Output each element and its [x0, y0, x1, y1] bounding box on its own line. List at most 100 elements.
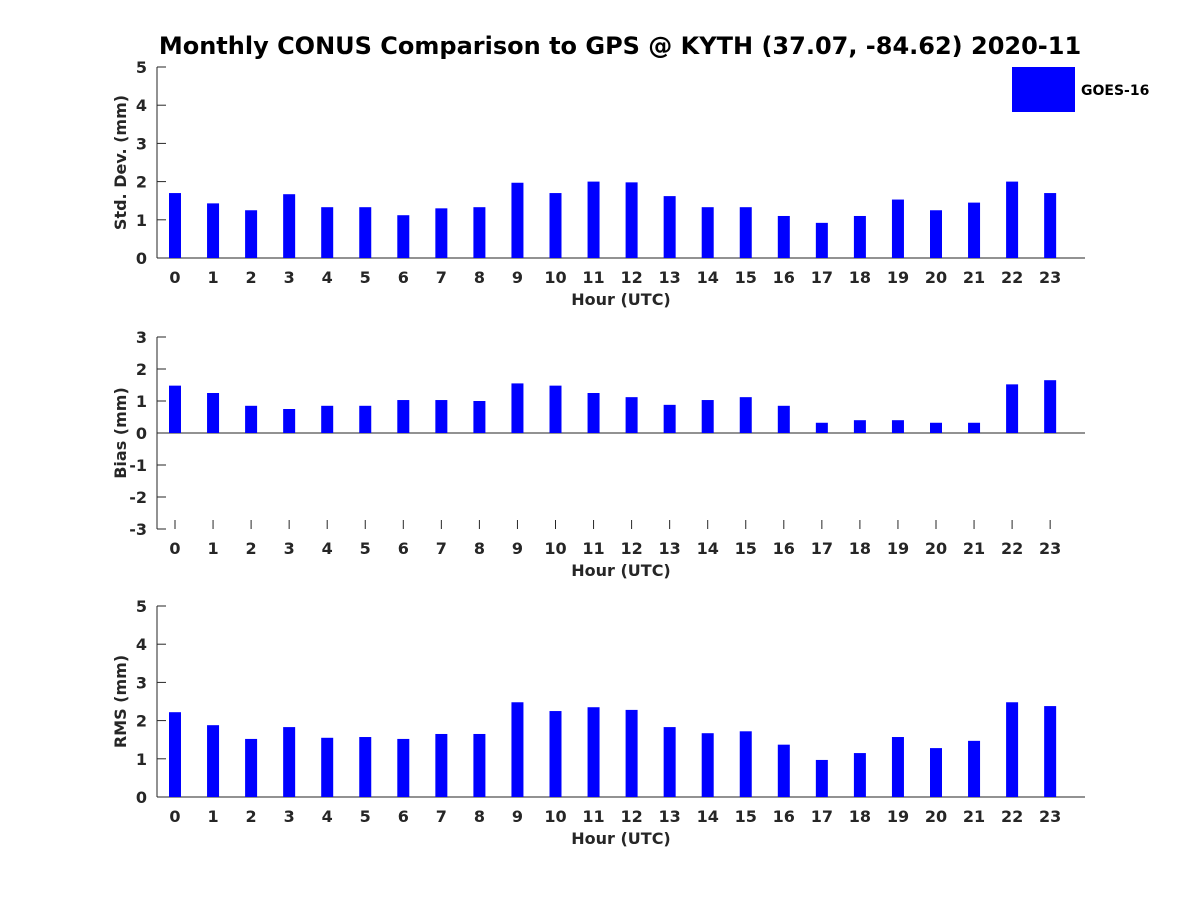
bar-hour-19: [891, 737, 904, 797]
y-tick-label: 5: [136, 597, 147, 616]
x-tick-label: 0: [169, 807, 180, 826]
chart-title: Monthly CONUS Comparison to GPS @ KYTH (…: [159, 32, 1081, 60]
x-tick-label: 3: [284, 539, 295, 558]
x-axis-label: Hour (UTC): [571, 561, 671, 580]
x-tick-label: 12: [620, 539, 642, 558]
y-tick-label: 0: [136, 788, 147, 807]
x-tick-label: 16: [773, 268, 795, 287]
bar-hour-9: [511, 702, 524, 797]
bar-hour-3: [283, 409, 296, 433]
y-axis-label: Bias (mm): [111, 387, 130, 479]
bar-hour-23: [1044, 380, 1057, 433]
bar-hour-2: [245, 405, 258, 433]
legend-label: GOES-16: [1081, 83, 1149, 99]
bar-hour-10: [549, 711, 562, 797]
x-tick-label: 0: [169, 539, 180, 558]
bar-hour-9: [511, 182, 524, 258]
bar-hour-4: [321, 737, 334, 797]
bar-hour-7: [435, 733, 448, 797]
bar-hour-19: [891, 420, 904, 433]
bar-hour-19: [891, 199, 904, 258]
bar-hour-13: [663, 404, 676, 433]
x-tick-label: 2: [246, 268, 257, 287]
bar-hour-17: [815, 759, 828, 797]
bar-hour-13: [663, 196, 676, 258]
bar-hour-5: [359, 405, 372, 433]
bar-hour-10: [549, 385, 562, 433]
x-tick-label: 6: [398, 807, 409, 826]
x-tick-label: 14: [697, 539, 719, 558]
y-tick-label: 2: [136, 712, 147, 731]
legend-swatch-goes-16: [1012, 67, 1075, 112]
x-tick-label: 23: [1039, 268, 1061, 287]
bar-hour-11: [587, 181, 600, 258]
y-axis-label: RMS (mm): [111, 655, 130, 748]
bar-hour-5: [359, 207, 372, 258]
x-tick-label: 23: [1039, 539, 1061, 558]
bar-hour-1: [207, 725, 220, 797]
bar-hour-18: [853, 753, 866, 797]
bar-hour-18: [853, 420, 866, 433]
x-tick-label: 6: [398, 539, 409, 558]
bar-hour-3: [283, 727, 296, 797]
y-tick-label: -2: [129, 488, 147, 507]
bar-hour-16: [777, 215, 790, 258]
bar-hour-14: [701, 207, 714, 258]
bar-hour-8: [473, 401, 486, 433]
bar-hour-20: [930, 422, 942, 433]
legend: GOES-16: [1012, 67, 1149, 112]
x-tick-label: 22: [1001, 807, 1023, 826]
y-tick-label: -1: [129, 456, 147, 475]
bar-hour-22: [1006, 384, 1019, 433]
bar-hour-1: [207, 393, 220, 433]
x-tick-label: 5: [360, 807, 371, 826]
y-tick-label: 2: [136, 360, 147, 379]
x-tick-label: 4: [322, 539, 333, 558]
bar-hour-2: [245, 738, 258, 797]
x-tick-label: 17: [811, 539, 833, 558]
x-tick-label: 16: [773, 539, 795, 558]
bar-hour-7: [435, 400, 448, 433]
x-tick-label: 10: [544, 807, 566, 826]
x-tick-label: 14: [697, 268, 719, 287]
y-tick-label: 1: [136, 750, 147, 769]
y-tick-label: 4: [136, 635, 147, 654]
y-tick-label: -3: [129, 520, 147, 539]
y-axis-label: Std. Dev. (mm): [111, 95, 130, 230]
x-tick-label: 18: [849, 807, 871, 826]
bar-hour-15: [739, 207, 752, 258]
x-tick-label: 20: [925, 539, 947, 558]
x-tick-label: 15: [735, 807, 757, 826]
x-tick-label: 15: [735, 539, 757, 558]
bar-hour-13: [663, 727, 676, 797]
x-tick-label: 12: [620, 807, 642, 826]
bar-hour-14: [701, 733, 714, 797]
y-tick-label: 3: [136, 134, 147, 153]
x-tick-label: 13: [659, 268, 681, 287]
x-tick-label: 14: [697, 807, 719, 826]
bar-hour-11: [587, 393, 600, 433]
x-tick-label: 11: [582, 539, 604, 558]
x-tick-label: 8: [474, 268, 485, 287]
bar-hour-23: [1044, 706, 1057, 797]
x-tick-label: 21: [963, 807, 985, 826]
x-tick-label: 9: [512, 539, 523, 558]
y-tick-label: 2: [136, 173, 147, 192]
x-axis-label: Hour (UTC): [571, 290, 671, 309]
x-tick-label: 23: [1039, 807, 1061, 826]
x-tick-label: 20: [925, 268, 947, 287]
bar-hour-8: [473, 207, 486, 258]
bar-hour-17: [815, 422, 828, 433]
x-tick-label: 21: [963, 268, 985, 287]
x-tick-label: 3: [284, 807, 295, 826]
x-tick-label: 5: [360, 539, 371, 558]
bar-hour-3: [283, 194, 296, 258]
x-tick-label: 1: [207, 539, 218, 558]
bar-hour-21: [968, 202, 981, 258]
bar-hour-21: [968, 422, 981, 433]
x-tick-label: 4: [322, 807, 333, 826]
x-tick-label: 9: [512, 807, 523, 826]
bar-hour-12: [625, 709, 638, 797]
bar-hour-4: [321, 207, 334, 258]
